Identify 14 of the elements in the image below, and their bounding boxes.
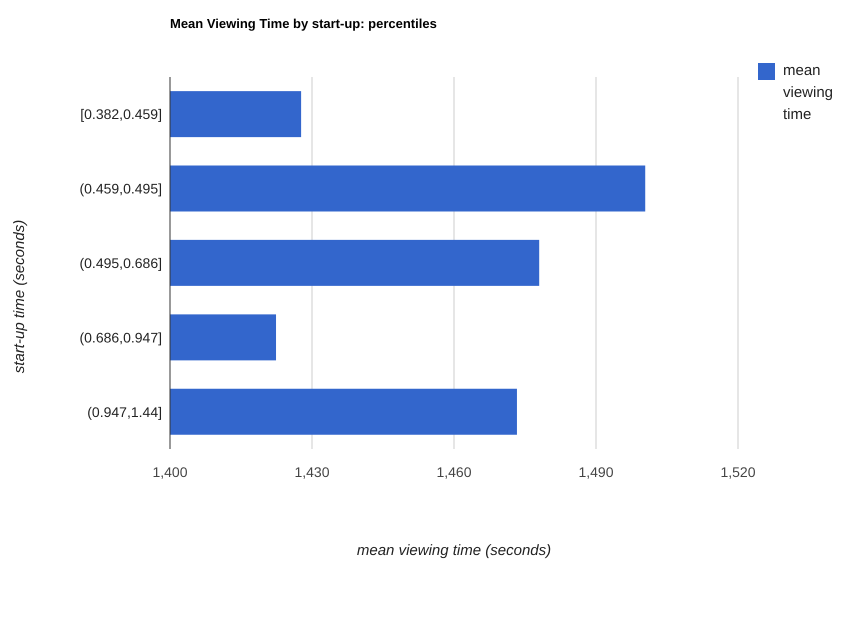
x-tick-label: 1,460 — [436, 464, 472, 480]
y-tick-label: (0.495,0.686] — [79, 254, 162, 271]
x-tick-label: 1,400 — [152, 464, 188, 480]
y-tick-label: (0.686,0.947] — [79, 329, 162, 346]
y-axis-title: start-up time (seconds) — [12, 219, 29, 373]
legend-label: mean viewing time — [783, 61, 834, 125]
y-tick-label: (0.947,1.44] — [87, 404, 162, 420]
x-tick-label: 1,490 — [578, 464, 614, 480]
x-tick-label: 1,430 — [294, 464, 330, 480]
y-tick-label: [0.382,0.459] — [80, 106, 162, 122]
chart-title: Mean Viewing Time by start-up: percentiles — [170, 16, 437, 31]
x-tick-label: 1,520 — [720, 464, 756, 480]
x-axis-title: mean viewing time (seconds) — [356, 542, 552, 559]
y-tick-label: (0.459,0.495] — [79, 180, 162, 197]
